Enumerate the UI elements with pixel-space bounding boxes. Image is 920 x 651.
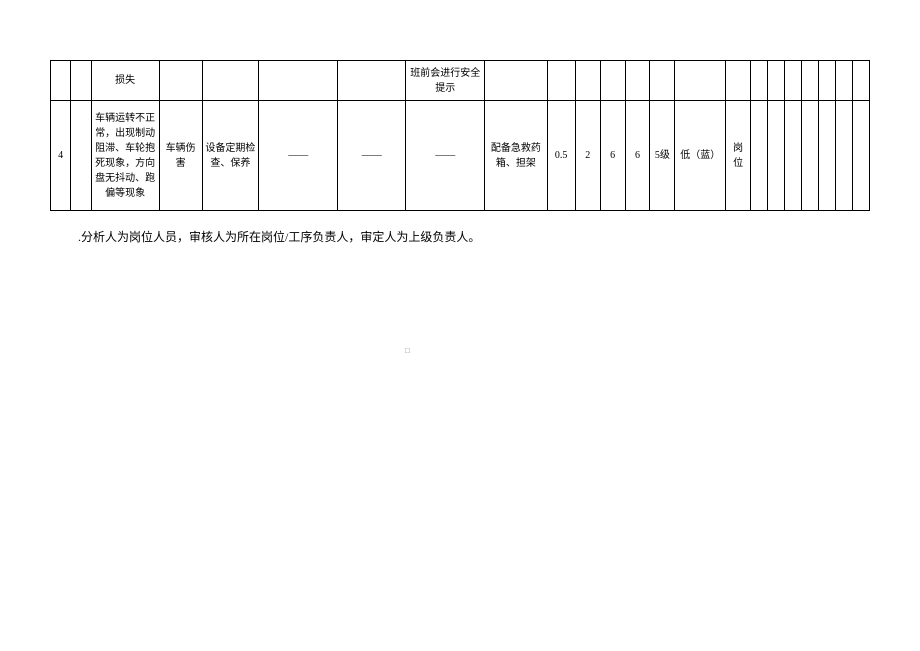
cell — [784, 101, 801, 211]
cell: —— — [406, 101, 485, 211]
cell: 2 — [575, 101, 600, 211]
cell — [818, 61, 835, 101]
cell — [835, 101, 852, 211]
cell — [801, 101, 818, 211]
cell: 配备急救药箱、担架 — [485, 101, 547, 211]
cell — [650, 61, 675, 101]
cell — [71, 101, 91, 211]
cell: 6 — [625, 101, 650, 211]
risk-table: 损失 班前会进行安全提示 4 车辆运转不正常，出现制动阻滞、车轮抱死现象，方向盘… — [50, 60, 870, 211]
cell: —— — [338, 101, 406, 211]
cell: 车辆伤害 — [159, 101, 202, 211]
cell: 损失 — [91, 61, 159, 101]
cell — [751, 101, 768, 211]
cell: 班前会进行安全提示 — [406, 61, 485, 101]
cell — [575, 61, 600, 101]
cell: 5级 — [650, 101, 675, 211]
cell: 6 — [600, 101, 625, 211]
table-row-main: 4 车辆运转不正常，出现制动阻滞、车轮抱死现象，方向盘无抖动、跑偏等现象 车辆伤… — [51, 101, 870, 211]
cell — [784, 61, 801, 101]
page-mark: □ — [405, 346, 870, 355]
cell — [801, 61, 818, 101]
cell — [768, 101, 785, 211]
cell — [547, 61, 575, 101]
cell — [485, 61, 547, 101]
cell: 设备定期检查、保养 — [202, 101, 259, 211]
cell — [159, 61, 202, 101]
cell-index: 4 — [51, 101, 71, 211]
cell — [338, 61, 406, 101]
cell: 岗位 — [726, 101, 751, 211]
cell — [600, 61, 625, 101]
cell — [259, 61, 338, 101]
cell — [818, 101, 835, 211]
cell — [768, 61, 785, 101]
cell: —— — [259, 101, 338, 211]
table-row-partial: 损失 班前会进行安全提示 — [51, 61, 870, 101]
cell — [51, 61, 71, 101]
cell — [835, 61, 852, 101]
cell: 低（蓝） — [675, 101, 726, 211]
cell — [202, 61, 259, 101]
cell — [852, 61, 869, 101]
cell — [751, 61, 768, 101]
cell — [852, 101, 869, 211]
cell — [625, 61, 650, 101]
cell — [675, 61, 726, 101]
footer-note: .分析人为岗位人员，审核人为所在岗位/工序负责人，审定人为上级负责人。 — [78, 229, 870, 246]
cell — [71, 61, 91, 101]
cell — [726, 61, 751, 101]
cell: 0.5 — [547, 101, 575, 211]
cell-desc: 车辆运转不正常，出现制动阻滞、车轮抱死现象，方向盘无抖动、跑偏等现象 — [91, 101, 159, 211]
